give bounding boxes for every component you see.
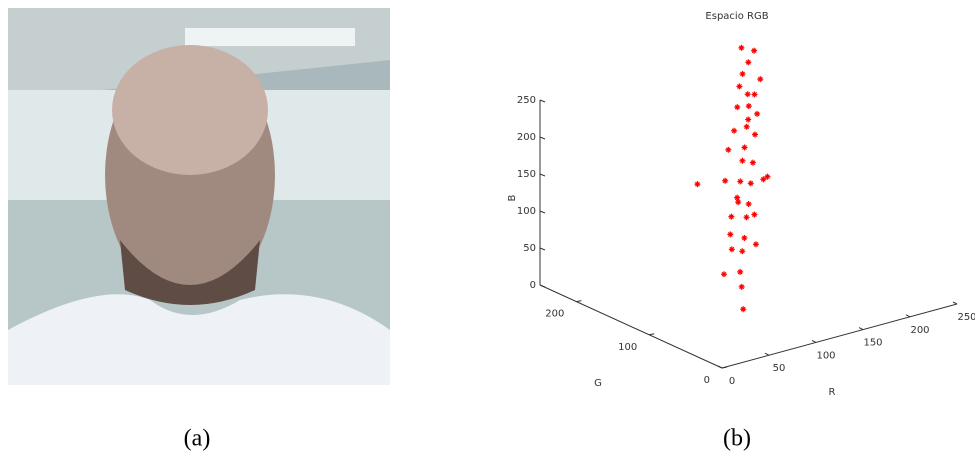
point [746, 201, 752, 207]
x-tick-label: 250 [957, 312, 975, 323]
z-tick [540, 211, 545, 213]
point [744, 124, 750, 130]
x-tick [906, 315, 910, 317]
x-tick-label: 200 [910, 325, 929, 336]
point [737, 178, 743, 184]
y-tick [722, 367, 727, 368]
point [694, 181, 700, 187]
z-axis-label: B [507, 194, 518, 201]
point [731, 128, 737, 134]
point [739, 248, 745, 254]
point [734, 195, 740, 201]
z-tick [540, 248, 545, 250]
x-tick [859, 328, 863, 330]
point [739, 284, 745, 290]
point [757, 76, 763, 82]
point [741, 235, 747, 241]
point [735, 199, 741, 205]
y-tick-label: 200 [545, 309, 564, 320]
z-tick-label: 50 [523, 243, 536, 254]
x-tick [718, 366, 722, 368]
point [752, 132, 758, 138]
point [725, 147, 731, 153]
point [754, 111, 760, 117]
point [739, 158, 745, 164]
chart-title: Espacio RGB [705, 11, 768, 22]
z-tick-label: 100 [517, 206, 536, 217]
y-axis [540, 285, 722, 368]
point [744, 214, 750, 220]
z-tick [540, 285, 545, 287]
point [745, 117, 751, 123]
y-tick-label: 100 [618, 342, 637, 353]
page: (a) (b) Espacio RGB B G R 0 50 100 150 200 25… [0, 0, 975, 470]
point [721, 271, 727, 277]
point [729, 246, 735, 252]
point [727, 231, 733, 237]
figure: (a) (b) Espacio RGB B G R 0 50 100 150 200 25… [0, 0, 975, 465]
point [752, 91, 758, 97]
y-tick [649, 334, 654, 335]
point [738, 45, 744, 51]
point [745, 59, 751, 65]
z-tick [540, 100, 545, 102]
caption: (a) [184, 426, 211, 452]
point [753, 241, 759, 247]
z-tick-label: 0 [530, 280, 536, 291]
x-tick-label: 50 [773, 363, 786, 374]
caption: (b) [723, 426, 751, 452]
y-tick [576, 301, 581, 302]
y-tick-label: 0 [704, 375, 710, 386]
point [734, 104, 740, 110]
point [748, 180, 754, 186]
z-tick [540, 137, 545, 139]
photo [8, 8, 390, 385]
x-tick-label: 100 [816, 350, 835, 361]
x-axis-label: R [829, 387, 836, 398]
point [745, 91, 751, 97]
z-tick [540, 174, 545, 176]
x-tick [765, 353, 769, 355]
point [751, 48, 757, 54]
point [722, 178, 728, 184]
x-axis [722, 304, 957, 368]
point [742, 144, 748, 150]
x-tick-label: 0 [729, 376, 735, 387]
point [728, 214, 734, 220]
point [736, 83, 742, 89]
point [740, 306, 746, 312]
x-tick-label: 150 [863, 338, 882, 349]
point [746, 103, 752, 109]
z-tick-label: 200 [517, 132, 536, 143]
x-tick [812, 340, 816, 342]
point [751, 212, 757, 218]
point [737, 269, 743, 275]
y-axis-label: G [594, 378, 602, 389]
x-tick [953, 302, 957, 304]
point [740, 71, 746, 77]
point [750, 160, 756, 166]
z-tick-label: 250 [517, 95, 536, 106]
z-tick-label: 150 [517, 169, 536, 180]
